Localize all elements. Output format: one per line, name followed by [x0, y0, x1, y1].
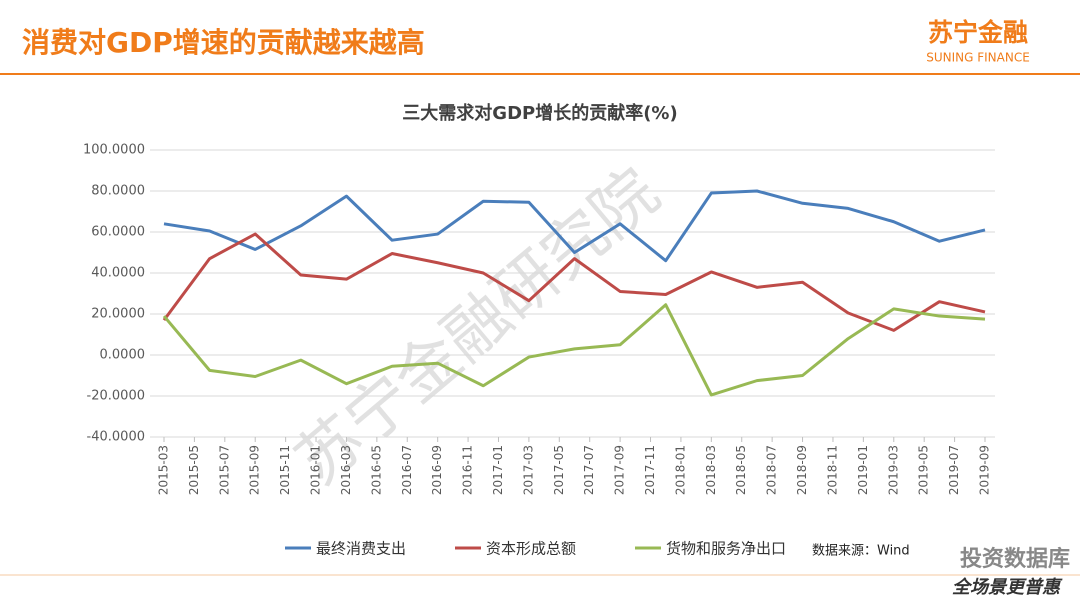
x-tick-label: 2017-03 [521, 445, 535, 495]
logo-sub: SUNING FINANCE [926, 51, 1030, 65]
x-tick-label: 2016-09 [430, 445, 444, 495]
x-tick-label: 2015-07 [217, 445, 231, 495]
x-tick-label: 2016-03 [339, 445, 353, 495]
x-tick-label: 2018-05 [734, 445, 748, 495]
x-tick-label: 2018-11 [825, 445, 839, 495]
y-tick-label: 100.0000 [83, 143, 145, 158]
x-tick-label: 2016-05 [369, 445, 383, 495]
x-tick-label: 2019-03 [886, 445, 900, 495]
y-tick-label: -40.0000 [87, 430, 145, 445]
stamp-sub: 全场景更普惠 [952, 577, 1063, 598]
series-line [162, 303, 986, 397]
plot: -40.0000 -20.0000 0.0000 20.0000 40.0000 60.0… [83, 143, 995, 558]
x-tick-label: 2017-07 [582, 445, 596, 495]
x-tick-label: 2015-03 [157, 445, 171, 495]
x-tick-label: 2019-09 [978, 445, 992, 495]
x-tick-label: 2018-03 [704, 445, 718, 495]
x-tick-label: 2017-05 [552, 445, 566, 495]
series-line [162, 232, 986, 332]
x-tick-label: 2018-09 [795, 445, 809, 495]
y-tick-label: 40.0000 [91, 266, 145, 281]
y-tick-label: 80.0000 [91, 184, 145, 199]
y-tick-label: 60.0000 [91, 225, 145, 240]
x-tick-label: 2017-11 [643, 445, 657, 495]
x-tick-label: 2015-11 [278, 445, 292, 495]
x-tick-label: 2016-07 [400, 445, 414, 495]
y-tick-label: -20.0000 [87, 389, 145, 404]
x-tick-label: 2015-05 [187, 445, 201, 495]
x-tick-label: 2019-05 [917, 445, 931, 495]
x-tick-label: 2018-07 [765, 445, 779, 495]
y-tick-label: 20.0000 [91, 307, 145, 322]
x-tick-label: 2016-11 [461, 445, 475, 495]
x-tick-label: 2019-07 [947, 445, 961, 495]
legend-label: 最终消费支出 [316, 540, 406, 558]
x-tick-label: 2019-01 [856, 445, 870, 495]
source: 数据来源：Wind [812, 544, 910, 559]
x-tick-label: 2015-09 [248, 445, 262, 495]
x-tick-label: 2018-01 [673, 445, 687, 495]
logo: 苏宁金融 [928, 18, 1028, 47]
x-tick-label: 2016-01 [309, 445, 323, 495]
stamp: 投资数据库 [960, 546, 1070, 572]
x-tick-label: 2017-01 [491, 445, 505, 495]
x-tick-label: 2017-09 [613, 445, 627, 495]
slide-title: 消费对GDP增速的贡献越来越高 [22, 26, 425, 59]
legend-label: 货物和服务净出口 [666, 540, 786, 558]
series-line [163, 189, 986, 263]
chart-title: 三大需求对GDP增长的贡献率(%) [402, 102, 677, 124]
y-tick-label: 0.0000 [100, 348, 146, 363]
legend-label: 资本形成总额 [486, 540, 576, 558]
